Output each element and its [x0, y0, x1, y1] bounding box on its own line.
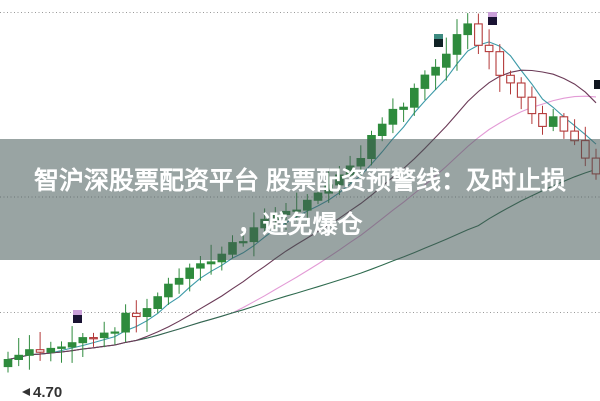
svg-text:4.70: 4.70 — [33, 384, 62, 401]
